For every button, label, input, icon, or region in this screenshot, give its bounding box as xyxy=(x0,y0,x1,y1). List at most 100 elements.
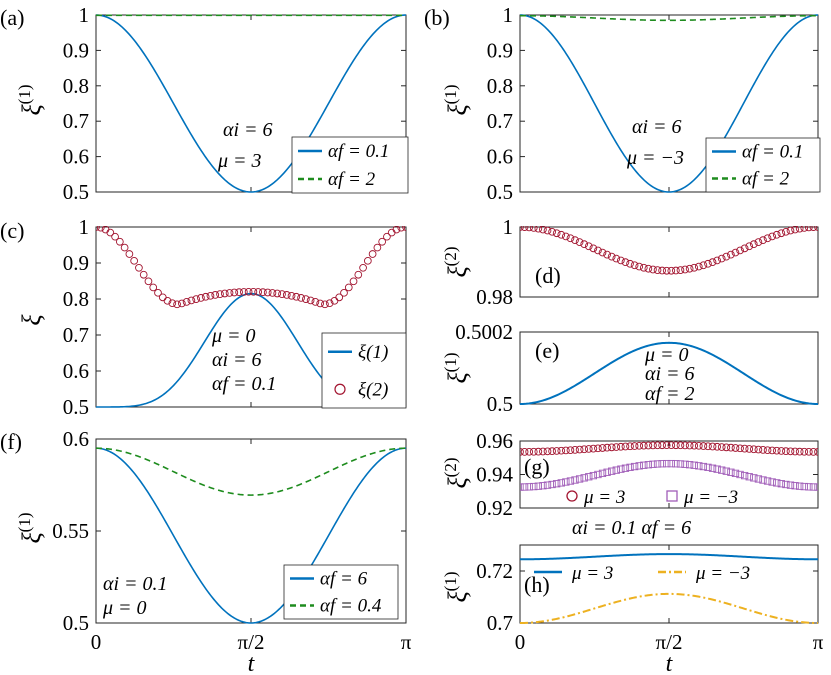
data-point xyxy=(713,465,721,473)
data-point xyxy=(681,265,689,274)
data-point xyxy=(321,300,329,309)
y-axis-label-sup: (1) xyxy=(441,353,460,373)
data-point xyxy=(397,226,406,232)
data-point xyxy=(534,226,543,233)
series-line-1 xyxy=(520,341,818,405)
data-point xyxy=(768,446,777,455)
annotation: αf = 0.1 xyxy=(212,373,277,395)
legend-label: αf = 2 xyxy=(328,169,376,190)
data-point xyxy=(566,234,575,243)
data-point xyxy=(658,441,666,450)
legend-box xyxy=(321,332,407,409)
data-point xyxy=(617,465,625,473)
y-axis-label: ξ(2) xyxy=(441,458,472,489)
y-tick-label: 0.6 xyxy=(63,145,89,169)
series-line-2 xyxy=(96,447,406,496)
y-axis-label-sup: (1) xyxy=(15,513,34,533)
data-point xyxy=(754,445,763,454)
legend-label: αf = 2 xyxy=(742,169,790,190)
legend-label: ξ(1) xyxy=(358,342,388,363)
data-point xyxy=(201,292,210,301)
data-point xyxy=(187,296,196,305)
data-point xyxy=(225,289,234,297)
x-tick-label: π xyxy=(401,630,412,654)
data-point xyxy=(553,480,561,488)
data-point xyxy=(782,447,790,455)
data-point xyxy=(740,244,749,253)
data-point xyxy=(603,250,611,259)
data-point xyxy=(239,288,248,296)
data-point xyxy=(111,232,119,241)
panel-label: (b) xyxy=(424,5,450,30)
y-tick-label: 0.6 xyxy=(63,359,89,383)
data-point xyxy=(644,441,653,450)
data-point xyxy=(809,483,818,491)
data-point xyxy=(777,480,785,488)
panel-label: (h) xyxy=(524,572,550,597)
data-point xyxy=(520,483,524,491)
data-point xyxy=(287,291,296,300)
annotation: αi = 6 xyxy=(632,116,682,138)
data-point xyxy=(571,446,579,454)
panel-a: 0.5 0.6 0.7 0.8 0.9 1 (a) ξ(1) αi = 6 μ = 3 αf = 0… xyxy=(0,3,409,204)
data-point xyxy=(177,299,186,308)
data-point xyxy=(557,230,566,239)
legend-box xyxy=(291,136,409,194)
data-point xyxy=(575,238,584,246)
y-tick-label: 0.6 xyxy=(63,427,89,451)
data-point xyxy=(120,243,129,252)
data-point xyxy=(722,443,731,452)
data-point xyxy=(745,473,753,481)
data-point xyxy=(690,441,699,450)
data-point xyxy=(644,461,653,469)
data-point xyxy=(681,460,689,468)
data-point xyxy=(589,444,598,453)
data-point xyxy=(135,263,143,272)
data-point xyxy=(598,444,607,452)
data-point xyxy=(268,289,277,297)
data-point xyxy=(653,460,662,468)
y-tick-label: 0.7 xyxy=(63,109,89,133)
data-point xyxy=(125,250,134,258)
data-point xyxy=(316,299,325,308)
y-axis-label: ξ(1) xyxy=(15,513,46,544)
panel-label: (c) xyxy=(0,218,24,243)
data-point xyxy=(699,442,708,450)
data-point xyxy=(740,471,749,480)
data-point xyxy=(149,283,158,292)
data-point xyxy=(197,294,205,302)
data-point xyxy=(649,460,657,468)
x-tick-label: π/2 xyxy=(656,630,683,654)
y-tick-label: 0.92 xyxy=(476,496,513,520)
data-point xyxy=(354,270,363,279)
legend-g: μ = 3 μ = −3 xyxy=(566,487,738,508)
data-point xyxy=(589,244,598,253)
data-point xyxy=(115,237,124,246)
data-point xyxy=(777,229,786,238)
y-axis-label: ξ(1) xyxy=(15,85,46,116)
y-axis-label-base: ξ xyxy=(443,590,472,602)
data-point xyxy=(373,243,382,252)
data-point xyxy=(630,462,639,471)
annotation: αi = 6 xyxy=(645,363,695,385)
data-point xyxy=(800,482,808,491)
legend-label: αf = 6 xyxy=(320,569,368,590)
legend-f: αf = 6 αf = 0.4 xyxy=(283,564,399,620)
data-point xyxy=(235,288,243,296)
data-point xyxy=(635,441,644,450)
data-point xyxy=(626,259,634,268)
data-point xyxy=(580,474,588,482)
data-point xyxy=(704,259,712,268)
data-point xyxy=(672,460,680,468)
data-point xyxy=(402,226,406,231)
y-axis-label-base: ξ xyxy=(443,476,472,488)
data-point xyxy=(584,242,593,251)
y-tick-label: 0.94 xyxy=(476,463,513,487)
y-axis-label-base: ξ xyxy=(443,371,472,383)
data-point xyxy=(259,288,267,296)
data-point xyxy=(249,287,258,296)
data-point xyxy=(736,444,744,453)
data-point xyxy=(311,298,320,306)
series-line-1 xyxy=(520,14,818,193)
data-point xyxy=(727,250,735,259)
